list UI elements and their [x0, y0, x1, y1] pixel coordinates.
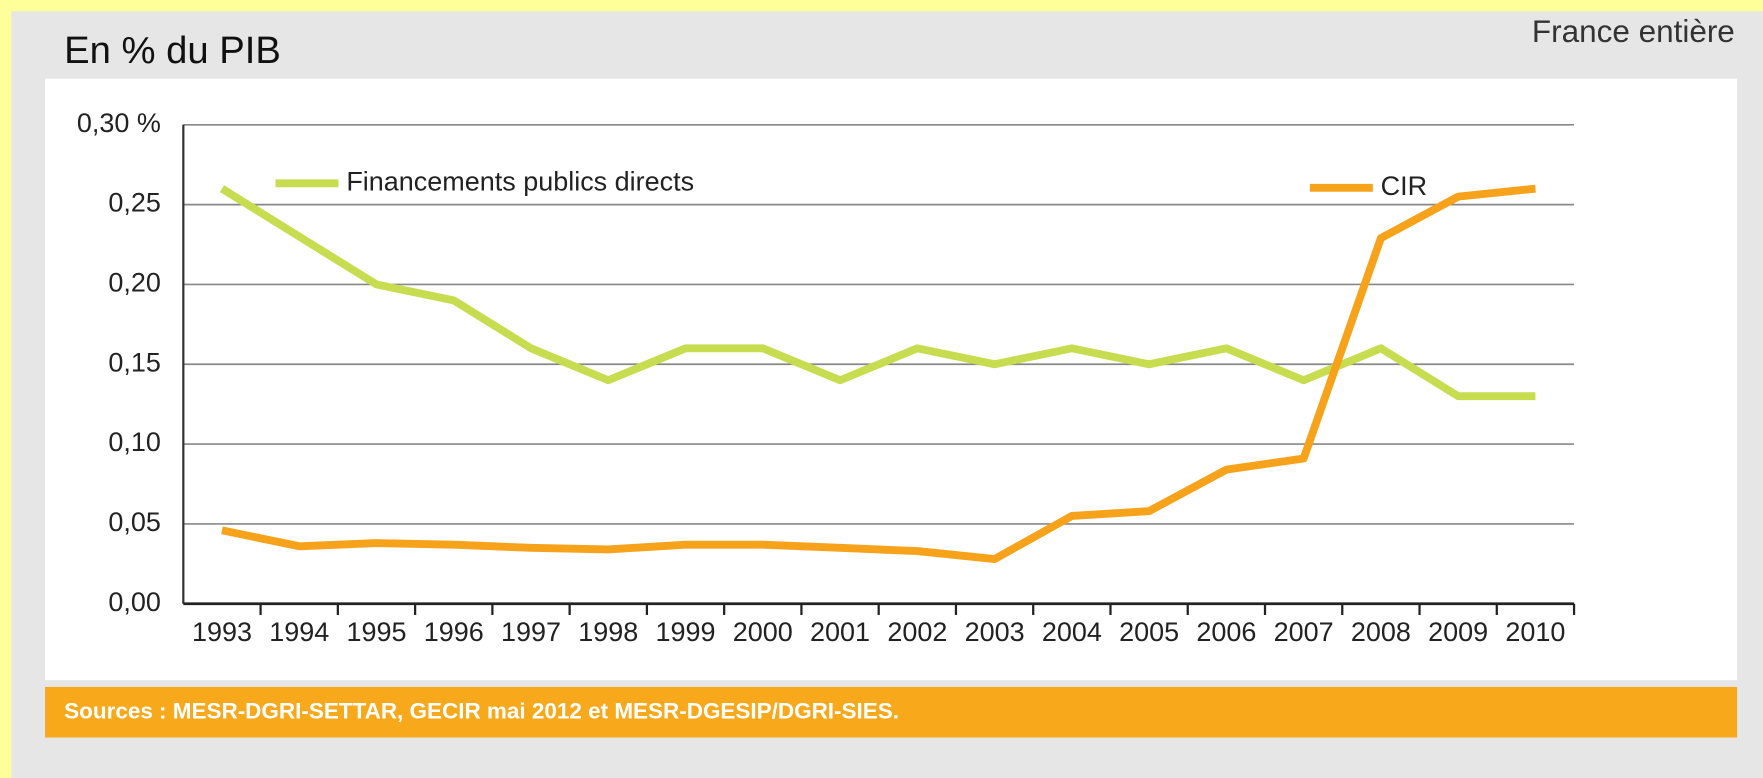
x-tick-label: 2005	[1119, 617, 1179, 647]
x-tick-label: 1997	[501, 617, 561, 647]
series-line	[219, 185, 1536, 401]
y-tick-label: 0,00	[108, 587, 161, 617]
x-tick-label: 2002	[887, 617, 947, 647]
x-tick-label: 1996	[424, 617, 484, 647]
x-tick-label: 2003	[965, 617, 1025, 647]
x-tick-label: 2009	[1428, 617, 1488, 647]
y-tick-label: 0,20	[108, 268, 161, 298]
x-tick-label: 2010	[1505, 617, 1565, 647]
source-bar	[45, 686, 1738, 738]
x-tick-label: 2004	[1042, 617, 1102, 647]
x-tick-label: 1999	[656, 617, 716, 647]
x-tick-label: 2001	[810, 617, 870, 647]
y-tick-label: 0,30 %	[77, 108, 161, 138]
x-tick-label: 2006	[1196, 617, 1256, 647]
x-tick-label: 2008	[1351, 617, 1411, 647]
y-tick-label: 0,15	[108, 347, 161, 377]
x-tick-label: 2007	[1274, 617, 1334, 647]
y-unit-label: En % du PIB	[64, 29, 281, 72]
legend-label: CIR	[1381, 171, 1427, 201]
x-tick-label: 1995	[346, 617, 406, 647]
y-tick-label: 0,10	[108, 427, 161, 457]
x-tick-label: 2000	[733, 617, 793, 647]
x-tick-label: 1993	[192, 617, 252, 647]
y-tick-label: 0,05	[108, 507, 161, 537]
x-tick-label: 1998	[578, 617, 638, 647]
x-tick-label: 1994	[269, 617, 329, 647]
plot-background	[45, 78, 1738, 681]
y-tick-label: 0,25	[108, 188, 161, 218]
legend-label: Financements publics directs	[346, 166, 694, 196]
series-line	[221, 184, 1536, 563]
source: Sources : MESR-DGRI-SETTAR, GECIR mai 20…	[64, 699, 899, 724]
annotation: France entière	[1532, 14, 1735, 49]
